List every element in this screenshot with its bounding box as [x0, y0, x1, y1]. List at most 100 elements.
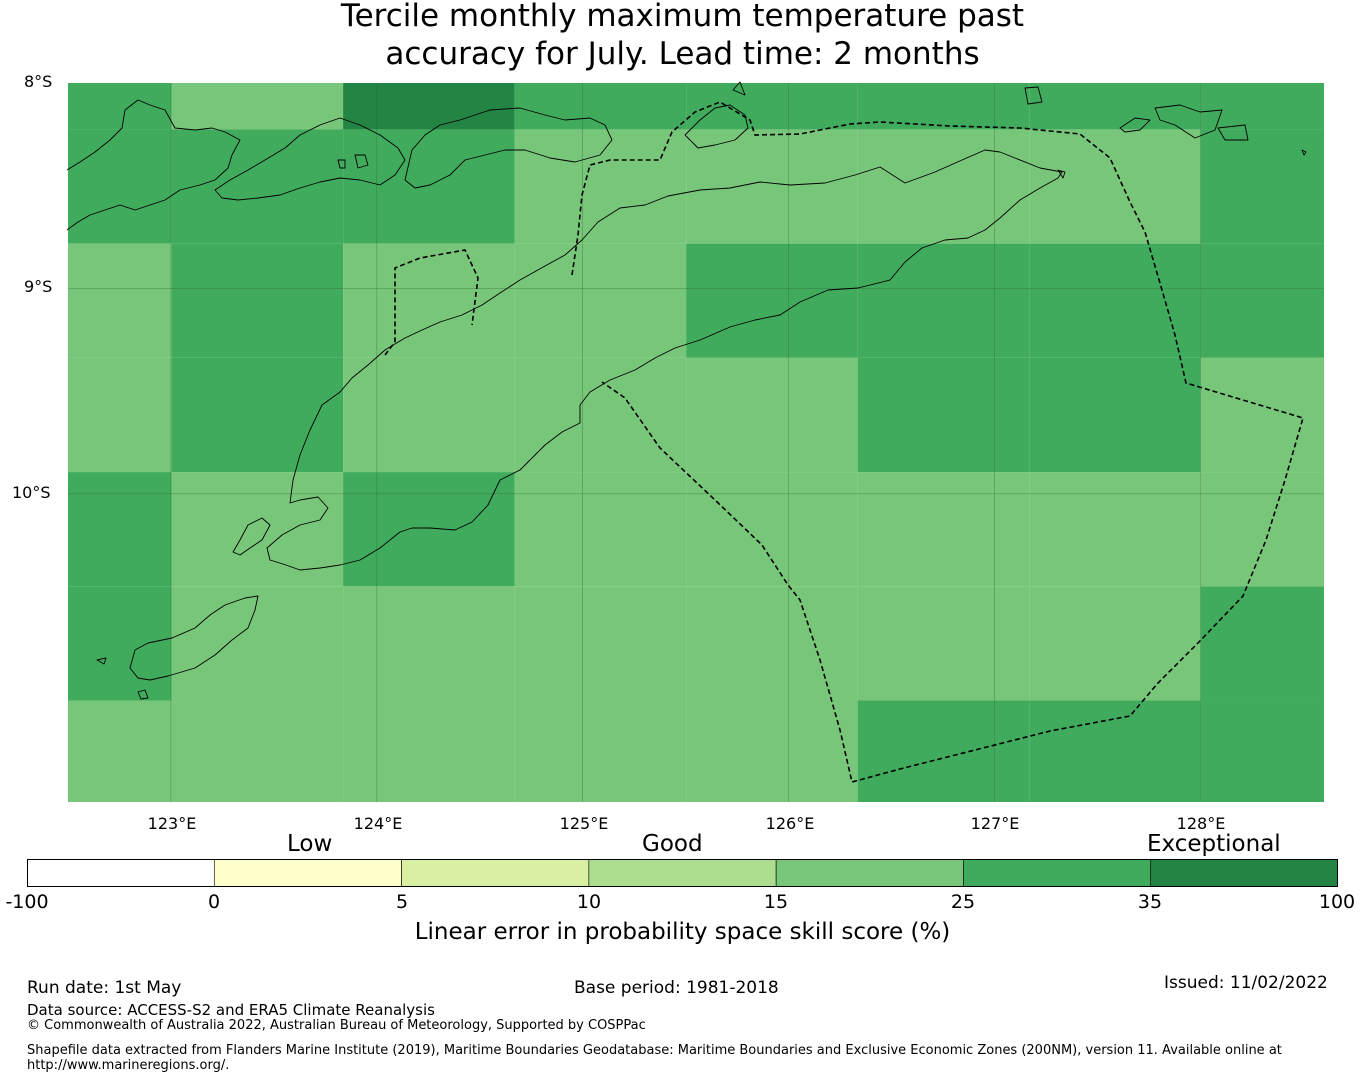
category-low: Low — [287, 831, 333, 857]
atauro-coast — [337, 154, 1066, 179]
colorbar-segment — [588, 859, 777, 887]
flores-coast — [66, 99, 241, 231]
skill-cell — [343, 357, 515, 473]
skill-cell — [686, 83, 858, 130]
skill-cell — [171, 243, 344, 358]
skill-cell — [68, 243, 172, 358]
skill-cell — [1200, 586, 1324, 701]
map-title-line-2: accuracy for July. Lead time: 2 months — [385, 36, 980, 72]
skill-cell — [857, 129, 1030, 244]
lon-label-124e: 124°E — [353, 814, 403, 833]
copyright: © Commonwealth of Australia 2022, Austra… — [27, 1018, 646, 1033]
colorbar-tick-10: 10 — [576, 891, 602, 913]
colorbar-segment — [775, 859, 964, 887]
skill-cell — [1200, 700, 1324, 802]
colorbar-border — [27, 859, 1338, 887]
skill-cell — [686, 700, 858, 802]
skill-cell — [1200, 357, 1324, 473]
skill-cell — [171, 129, 344, 244]
lon-label-128e: 128°E — [1176, 814, 1226, 833]
skill-cell — [857, 243, 1030, 358]
skill-cell — [514, 129, 687, 244]
skill-cell — [857, 472, 1030, 587]
colorbar-tick-35: 35 — [1137, 891, 1163, 913]
skill-score-map — [66, 81, 1324, 802]
run-date: Run date: 1st May — [27, 978, 182, 998]
skill-cell — [343, 472, 515, 587]
colorbar-tick-0: 0 — [207, 891, 221, 913]
skill-cell — [343, 700, 515, 802]
skill-cell — [857, 357, 1030, 473]
skill-cell — [1200, 472, 1324, 587]
sumba-fragment-coast — [96, 657, 149, 700]
lon-label-123e: 123°E — [147, 814, 197, 833]
skill-cell — [514, 83, 687, 130]
colorbar-label: Linear error in probability space skill … — [414, 919, 951, 945]
category-good: Good — [642, 831, 703, 857]
map-gridlines — [68, 83, 1324, 802]
wetar-coast — [684, 104, 749, 149]
skill-cell — [1029, 243, 1201, 358]
skill-cell — [1200, 129, 1324, 244]
lon-label-127e: 127°E — [970, 814, 1020, 833]
issued-date: Issued: 11/02/2022 — [1164, 973, 1328, 993]
skill-cell — [1200, 243, 1324, 358]
skill-cell — [686, 357, 858, 473]
eez-boundary — [384, 101, 1304, 783]
colorbar-segment — [1150, 859, 1338, 887]
colorbar-tick-15: 15 — [763, 891, 789, 913]
colorbar-segment — [401, 859, 590, 887]
skill-cell — [857, 586, 1030, 701]
skill-grid — [68, 83, 1324, 802]
category-exceptional: Exceptional — [1147, 831, 1281, 857]
skill-cell — [68, 129, 172, 244]
skill-cell — [1029, 83, 1201, 130]
skill-cell — [343, 586, 515, 701]
skill-cell — [1029, 700, 1201, 802]
rote-island-coast — [232, 517, 271, 556]
small-islands-north — [732, 81, 1307, 156]
skill-cell — [171, 472, 344, 587]
skill-cell — [686, 129, 858, 244]
skill-cell — [1029, 357, 1201, 473]
skill-cell — [1200, 83, 1324, 130]
colorbar-tick-minus100: -100 — [5, 891, 49, 913]
colorbar-tick-5: 5 — [395, 891, 409, 913]
skill-cell — [171, 700, 344, 802]
base-period: Base period: 1981-2018 — [574, 978, 779, 998]
skill-cell — [1029, 129, 1201, 244]
colorbar-segment — [963, 859, 1152, 887]
map-title-line-1: Tercile monthly maximum temperature past — [340, 0, 1025, 34]
skill-cell — [343, 243, 515, 358]
alor-coast — [404, 107, 613, 189]
skill-cell — [171, 586, 344, 701]
skill-cell — [68, 472, 172, 587]
skill-cell — [686, 586, 858, 701]
skill-cell — [686, 472, 858, 587]
lon-label-125e: 125°E — [559, 814, 609, 833]
skill-cell — [68, 700, 172, 802]
skill-cell — [686, 243, 858, 358]
lat-label-8s: 8°S — [24, 72, 53, 91]
lat-label-9s: 9°S — [24, 277, 53, 296]
colorbar-tick-100: 100 — [1318, 891, 1356, 913]
data-source: Data source: ACCESS-S2 and ERA5 Climate … — [27, 1001, 435, 1019]
skill-cell — [514, 243, 687, 358]
skill-cell — [1029, 472, 1201, 587]
skill-cell — [343, 129, 515, 244]
lon-label-126e: 126°E — [765, 814, 815, 833]
skill-cell — [857, 83, 1030, 130]
shapefile-credit-line-1: Shapefile data extracted from Flanders M… — [27, 1043, 1282, 1058]
skill-cell — [514, 357, 687, 473]
skill-cell — [68, 357, 172, 473]
skill-cell — [1029, 586, 1201, 701]
lat-label-10s: 10°S — [12, 483, 51, 502]
coastlines — [66, 81, 1307, 700]
savu-island-coast — [129, 595, 259, 681]
colorbar-segment — [213, 859, 402, 887]
skill-cell — [857, 700, 1030, 802]
colorbar-segment — [27, 859, 215, 887]
skill-cell — [68, 83, 172, 130]
skill-cell — [514, 700, 687, 802]
solor-coast — [214, 117, 406, 201]
